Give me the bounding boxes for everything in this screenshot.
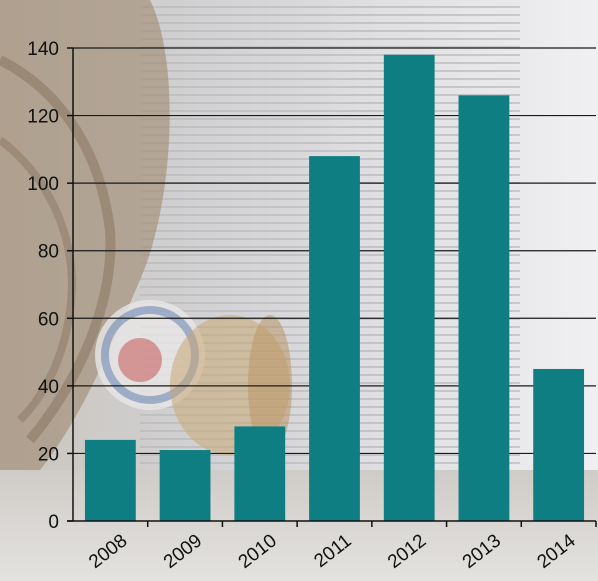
y-tick-label: 40 <box>38 377 59 398</box>
x-tick-label-2011: 2011 <box>310 530 355 572</box>
x-tick-label-2009: 2009 <box>160 530 206 573</box>
x-tick-label-2014: 2014 <box>533 530 580 573</box>
y-tick-label: 140 <box>27 39 59 60</box>
y-tick-label: 20 <box>38 444 59 465</box>
bar-2013 <box>458 95 510 522</box>
x-tick-label-2010: 2010 <box>235 530 281 573</box>
x-tick-labels: 2008 2009 2010 2011 2012 2013 2014 <box>85 530 580 573</box>
bar-2009 <box>159 450 211 521</box>
bar-2008 <box>84 439 136 521</box>
y-tick-label: 100 <box>27 174 59 195</box>
bars <box>84 54 585 522</box>
axes <box>67 47 597 527</box>
y-tick-label: 80 <box>38 242 59 263</box>
x-tick-label-2012: 2012 <box>384 530 430 573</box>
bar-2010 <box>234 426 286 521</box>
y-tick-labels: 0 20 40 60 80 100 120 140 <box>27 39 59 533</box>
y-tick-label: 0 <box>48 512 59 533</box>
y-tick-label: 120 <box>27 107 59 128</box>
x-tick-label-2008: 2008 <box>85 530 131 573</box>
bar-2011 <box>309 156 360 521</box>
bar-2014 <box>533 368 585 521</box>
bar-2012 <box>383 54 435 521</box>
y-tick-label: 60 <box>38 309 59 330</box>
x-tick-label-2013: 2013 <box>459 530 505 573</box>
